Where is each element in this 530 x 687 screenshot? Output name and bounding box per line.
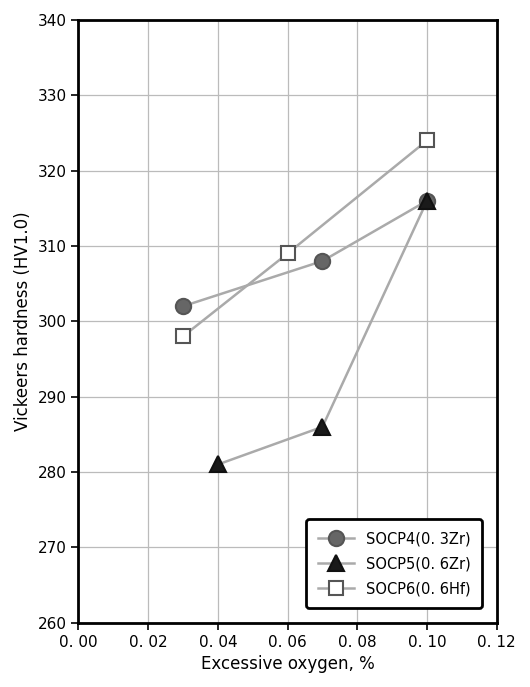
Legend: SOCP4(0. 3Zr), SOCP5(0. 6Zr), SOCP6(0. 6Hf): SOCP4(0. 3Zr), SOCP5(0. 6Zr), SOCP6(0. 6… xyxy=(306,519,482,608)
Y-axis label: Vickeers hardness (HV1.0): Vickeers hardness (HV1.0) xyxy=(14,212,32,431)
Line: SOCP4(0. 3Zr): SOCP4(0. 3Zr) xyxy=(175,193,435,314)
SOCP5(0. 6Zr) xyxy=(215,460,221,469)
SOCP6(0. 6Hf) xyxy=(424,136,430,144)
SOCP6(0. 6Hf) xyxy=(285,249,291,258)
SOCP6(0. 6Hf) xyxy=(180,333,186,341)
SOCP4(0. 3Zr) xyxy=(319,257,325,265)
Line: SOCP6(0. 6Hf): SOCP6(0. 6Hf) xyxy=(176,133,434,344)
X-axis label: Excessive oxygen, %: Excessive oxygen, % xyxy=(201,655,375,673)
SOCP5(0. 6Zr) xyxy=(319,423,325,431)
SOCP4(0. 3Zr) xyxy=(424,196,430,205)
Line: SOCP5(0. 6Zr): SOCP5(0. 6Zr) xyxy=(209,192,435,473)
SOCP4(0. 3Zr) xyxy=(180,302,186,311)
SOCP5(0. 6Zr) xyxy=(424,196,430,205)
